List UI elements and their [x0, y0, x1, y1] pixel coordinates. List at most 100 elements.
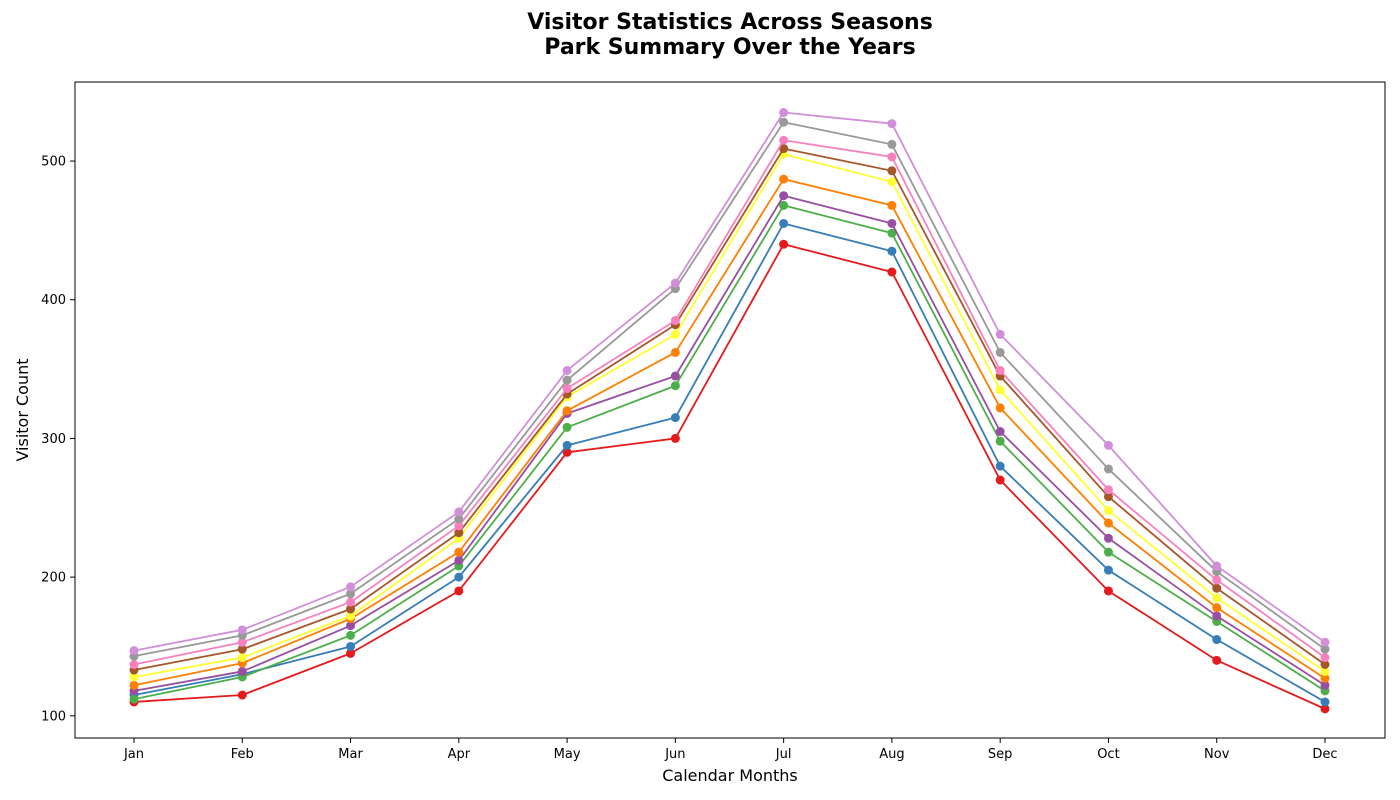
data-point [1103, 440, 1113, 450]
data-point [887, 166, 897, 176]
series-line [133, 111, 1326, 652]
data-point [1103, 464, 1113, 474]
data-point [887, 177, 897, 187]
data-point [1320, 673, 1330, 683]
data-point [129, 646, 139, 656]
series-5 [129, 174, 1330, 690]
data-point [454, 572, 464, 582]
y-axis-ticks: 100 200 300 400 500 [41, 155, 75, 724]
data-point [562, 375, 572, 385]
x-tick-label: Apr [448, 747, 471, 762]
data-point [887, 152, 897, 162]
data-point [454, 547, 464, 557]
data-point [887, 218, 897, 228]
data-point [1212, 635, 1222, 645]
data-point [670, 381, 680, 391]
data-point [237, 637, 247, 647]
series-line [133, 153, 1326, 678]
data-point [346, 589, 356, 599]
x-axis-label: Calendar Months [662, 766, 798, 785]
series-9 [129, 117, 1330, 661]
series-2 [129, 218, 1330, 707]
x-tick-label: Oct [1097, 747, 1119, 762]
data-point [1320, 644, 1330, 654]
data-point [346, 582, 356, 592]
data-point [129, 659, 139, 669]
data-point [670, 371, 680, 381]
data-point [1103, 518, 1113, 528]
data-point [779, 200, 789, 210]
data-point [1103, 485, 1113, 495]
x-tick-label: Jul [775, 747, 792, 762]
series-7 [129, 144, 1330, 675]
series-line [133, 147, 1326, 671]
data-point [779, 174, 789, 184]
data-point [129, 672, 139, 682]
x-tick-label: Dec [1312, 747, 1337, 762]
data-point [670, 413, 680, 423]
x-tick-label: Aug [879, 747, 904, 762]
x-tick-label: Sep [988, 747, 1013, 762]
data-point [1103, 533, 1113, 543]
chart-subtitle: Park Summary Over the Years [544, 35, 916, 60]
series-line [133, 178, 1326, 687]
data-point [779, 117, 789, 127]
data-point [562, 440, 572, 450]
data-point [454, 528, 464, 538]
data-point [562, 365, 572, 375]
data-point [779, 239, 789, 249]
series-line [133, 222, 1326, 703]
data-point [346, 611, 356, 621]
data-point [1320, 704, 1330, 714]
data-point [129, 680, 139, 690]
data-point [995, 403, 1005, 413]
data-point [454, 555, 464, 565]
data-point [237, 625, 247, 635]
data-point [995, 385, 1005, 395]
data-point [129, 694, 139, 704]
data-point [887, 246, 897, 256]
data-point [346, 604, 356, 614]
data-point [887, 228, 897, 238]
x-tick-label: Feb [231, 747, 254, 762]
data-point [887, 267, 897, 277]
series-line [133, 121, 1326, 658]
data-point [1212, 655, 1222, 665]
data-point [995, 426, 1005, 436]
data-point [995, 347, 1005, 357]
chart-title-block: Visitor Statistics Across Seasons Park S… [0, 10, 1400, 60]
x-tick-label: Jan [123, 747, 144, 762]
data-point [1212, 583, 1222, 593]
x-tick-label: Mar [338, 747, 363, 762]
y-tick-label: 100 [41, 709, 66, 724]
series-line [133, 204, 1326, 701]
data-point [995, 365, 1005, 375]
data-point [1103, 586, 1113, 596]
data-point [1103, 506, 1113, 516]
data-point [670, 433, 680, 443]
data-point [1212, 603, 1222, 613]
data-point [454, 514, 464, 524]
data-point [779, 191, 789, 201]
data-point [779, 108, 789, 118]
series-line [133, 139, 1326, 666]
series-line [133, 194, 1326, 692]
x-tick-label: Jun [664, 747, 685, 762]
data-point [454, 521, 464, 531]
data-point [887, 139, 897, 149]
data-point [237, 644, 247, 654]
y-tick-label: 300 [41, 432, 66, 447]
plot-area-frame [74, 81, 1386, 739]
data-point [995, 436, 1005, 446]
x-axis-ticks: Jan Feb Mar Apr May Jun Jul Aug Sep Oct Nov Dec [123, 738, 1338, 762]
data-point [454, 586, 464, 596]
series-6 [129, 149, 1330, 682]
data-point [1320, 653, 1330, 663]
data-point [1212, 593, 1222, 603]
data-point [779, 144, 789, 154]
data-point [346, 597, 356, 607]
data-point [887, 200, 897, 210]
data-point [237, 666, 247, 676]
data-point [670, 329, 680, 339]
